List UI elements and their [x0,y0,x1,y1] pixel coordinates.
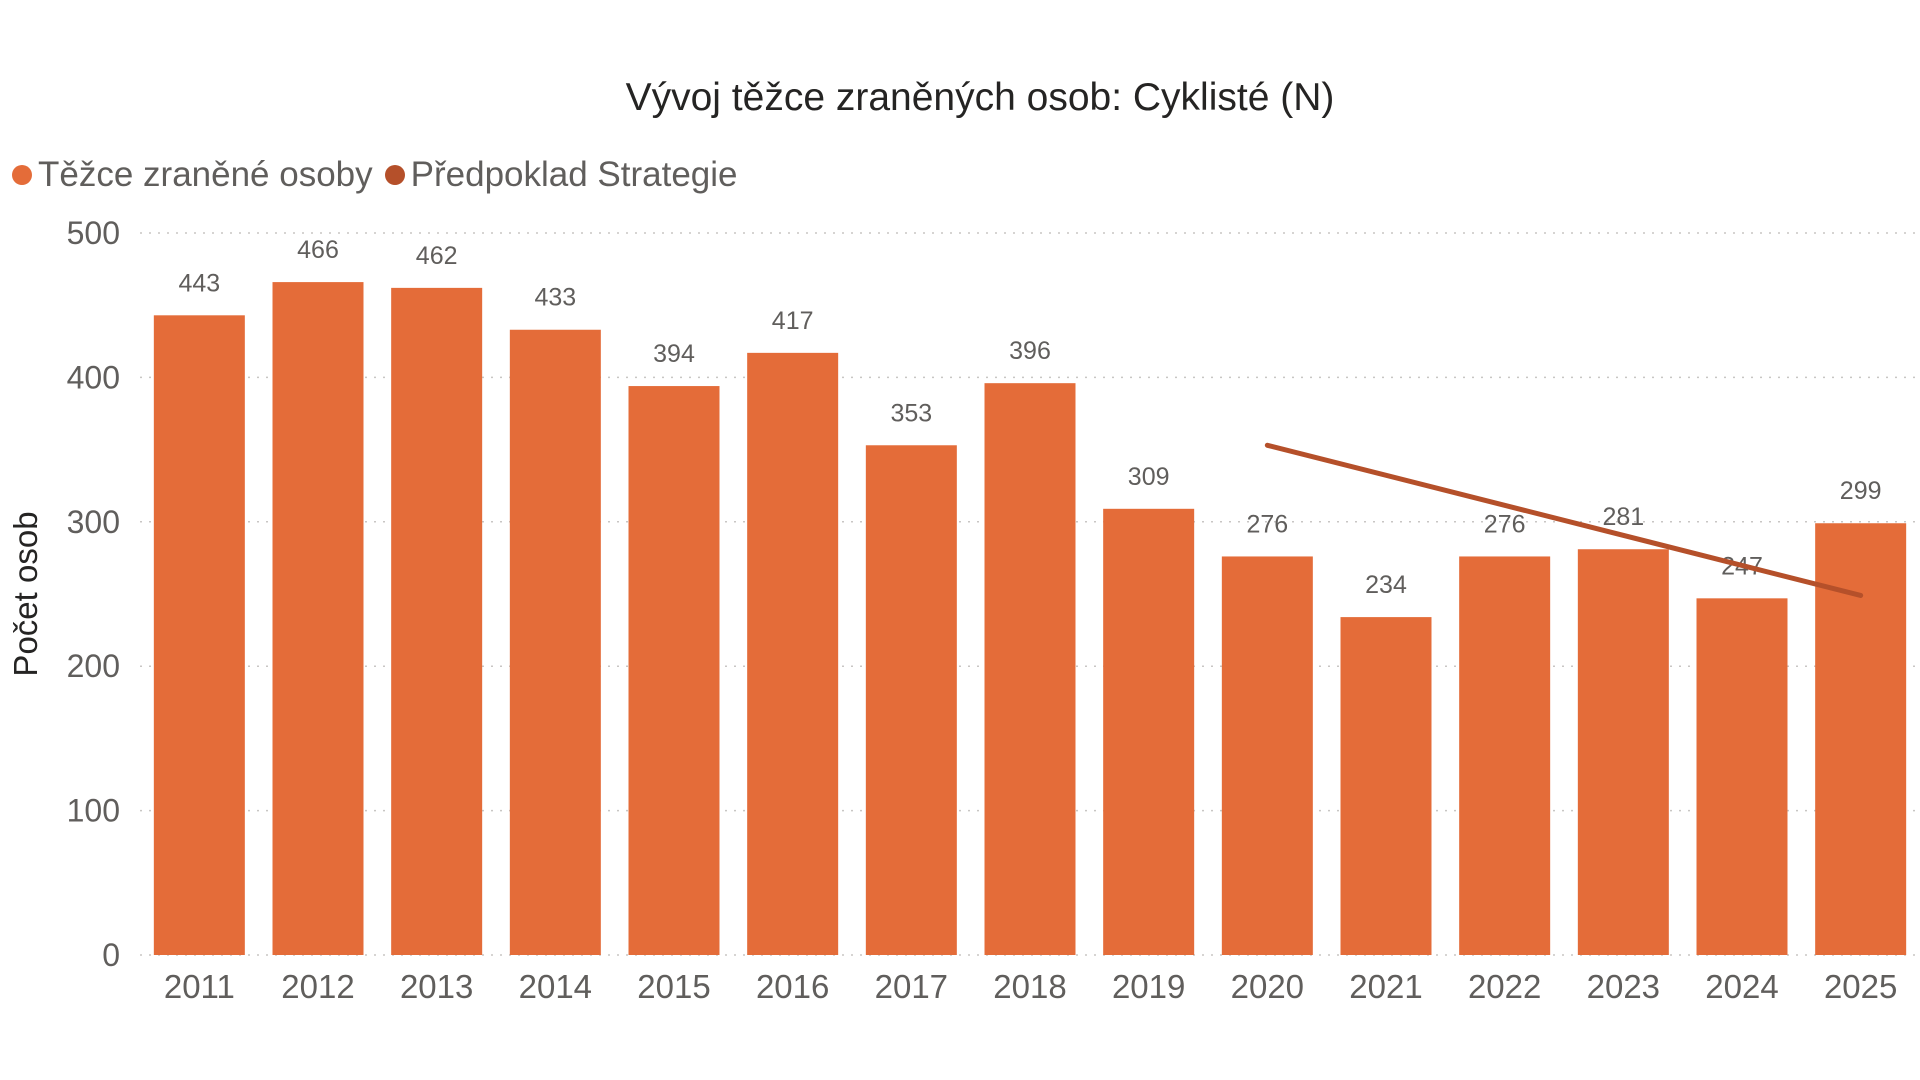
y-tick-label-400: 400 [67,359,120,395]
bar-2016[interactable] [747,352,839,955]
data-labels: 443 466 462 433 394 417 353 396 309 276 234 276 281 2… [178,236,1881,599]
data-label-2025: 299 [1840,477,1882,505]
bar-2021[interactable] [1340,617,1432,955]
legend-marker-strategy [384,165,405,185]
x-tick-label-2024: 2024 [1705,968,1778,1005]
data-label-2022: 276 [1484,510,1526,538]
x-tick-label-2015: 2015 [637,968,710,1005]
x-tick-label-2020: 2020 [1231,968,1304,1005]
y-tick-label-0: 0 [102,937,120,973]
data-label-2021: 234 [1365,571,1407,599]
y-axis-ticks: 0 100 200 300 400 500 [67,215,120,973]
legend-item-strategy[interactable]: Předpoklad Strategie [384,155,738,195]
x-tick-label-2016: 2016 [756,968,829,1005]
x-tick-label-2021: 2021 [1349,968,1422,1005]
data-label-2014: 433 [534,284,576,312]
x-tick-label-2011: 2011 [164,968,235,1005]
data-label-2023: 281 [1602,503,1644,531]
chart-title: Vývoj těžce zraněných osob: Cyklisté (N) [625,76,1335,119]
x-tick-label-2014: 2014 [519,968,592,1005]
bar-2024[interactable] [1696,598,1788,955]
data-label-2013: 462 [416,242,458,270]
x-axis-ticks: 2011 2012 2013 2014 2015 2016 2017 2018 2019 2020… [164,968,1898,1005]
data-label-2019: 309 [1128,463,1170,491]
x-tick-label-2012: 2012 [281,968,354,1005]
data-label-2020: 276 [1246,510,1288,538]
bar-2019[interactable] [1103,508,1195,955]
strategy-line [1264,442,1864,598]
y-tick-label-300: 300 [67,504,120,540]
legend-label-injured: Těžce zraněné osoby [38,155,373,194]
bar-2022[interactable] [1459,556,1551,955]
bars [153,282,1907,956]
bar-2018[interactable] [984,383,1076,955]
bar-2015[interactable] [628,386,720,956]
data-label-2012: 466 [297,236,339,264]
bar-2011[interactable] [153,315,245,956]
y-tick-label-200: 200 [67,648,120,684]
bar-2012[interactable] [272,282,364,955]
legend-item-injured[interactable]: Těžce zraněné osoby [12,155,373,195]
bar-2023[interactable] [1577,549,1669,955]
data-label-2015: 394 [653,340,695,368]
chart-legend: Těžce zraněné osoby Předpoklad Strategie [12,150,750,200]
legend-label-strategy: Předpoklad Strategie [410,155,738,194]
data-label-2011: 443 [178,269,220,297]
x-tick-label-2022: 2022 [1468,968,1541,1005]
strategy-line-path[interactable] [1264,442,1864,598]
bar-2017[interactable] [865,445,957,955]
x-tick-label-2013: 2013 [400,968,473,1005]
y-tick-label-500: 500 [67,215,120,251]
x-tick-label-2023: 2023 [1587,968,1660,1005]
bar-2020[interactable] [1221,556,1313,955]
bar-2013[interactable] [391,287,483,955]
y-tick-label-100: 100 [67,793,120,829]
bar-2014[interactable] [509,329,601,955]
data-label-2016: 417 [772,307,814,335]
x-tick-label-2019: 2019 [1112,968,1185,1005]
x-tick-label-2018: 2018 [993,968,1066,1005]
x-tick-label-2017: 2017 [875,968,948,1005]
x-tick-label-2025: 2025 [1824,968,1897,1005]
data-label-2017: 353 [890,399,932,427]
legend-marker-injured [12,165,32,185]
data-label-2018: 396 [1009,337,1051,365]
